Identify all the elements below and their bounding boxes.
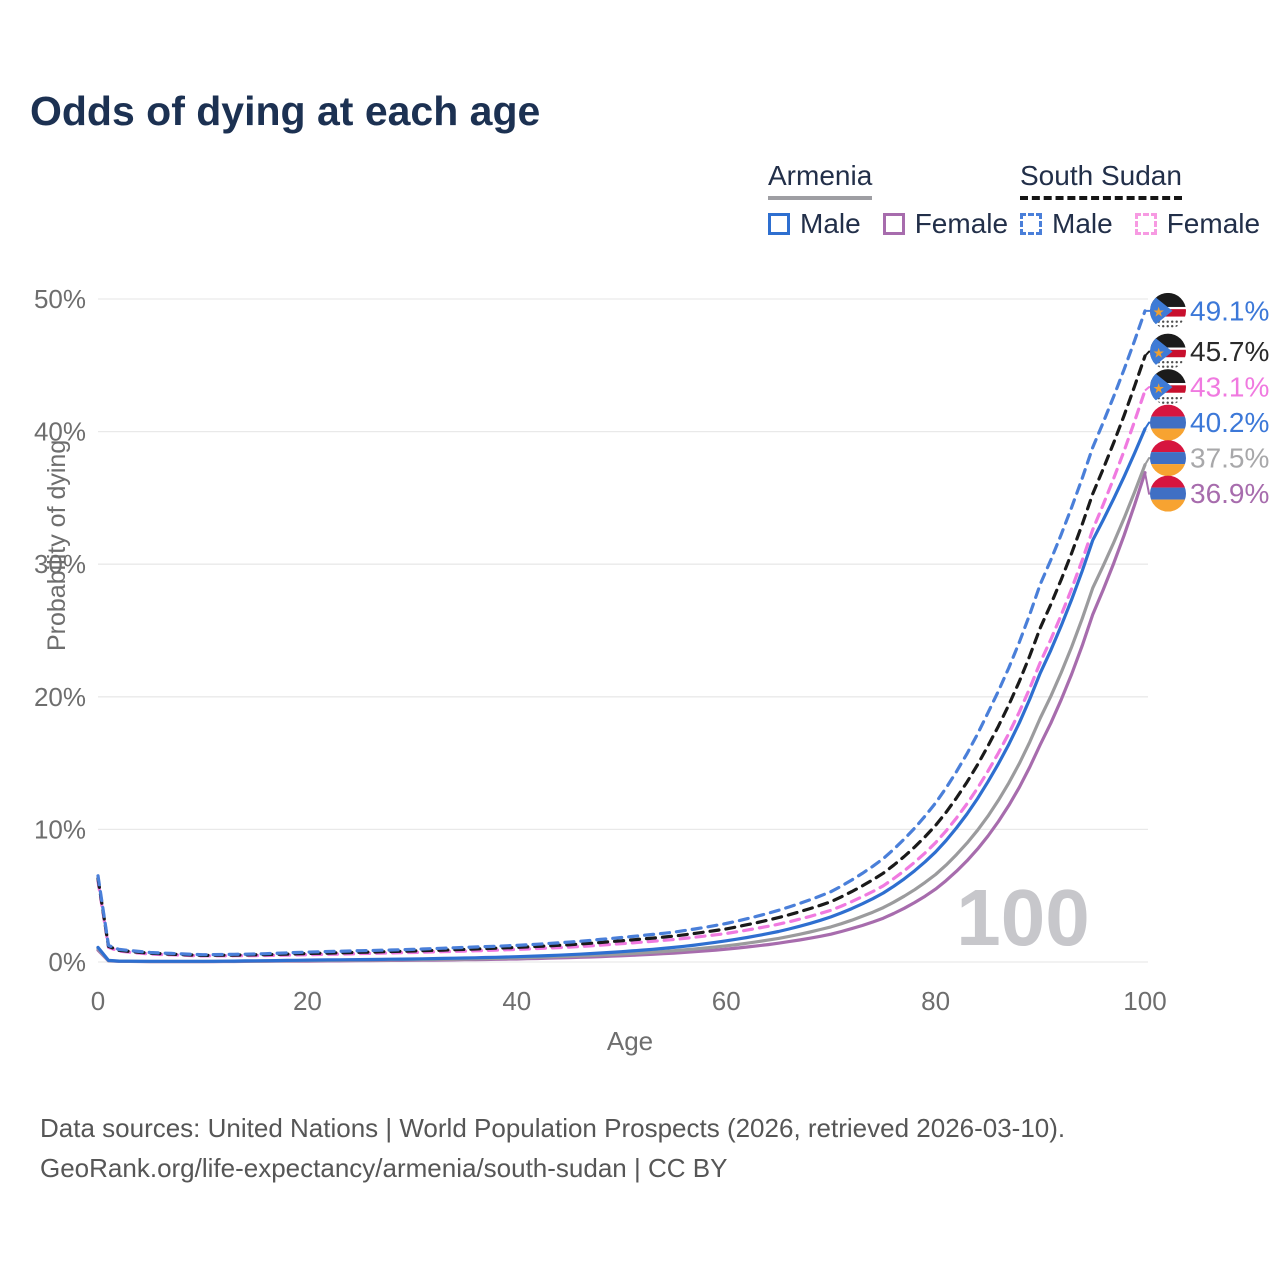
legend-label-armenia-female[interactable]: Female: [914, 208, 1009, 239]
armenia-flag-icon: [1150, 440, 1186, 477]
y-tick-label: 10%: [34, 814, 86, 844]
y-tick-label: 40%: [34, 417, 86, 447]
end-label-value-south-sudan-female[interactable]: 43.1%: [1190, 372, 1269, 403]
legend-label-armenia-male[interactable]: Male: [800, 208, 861, 239]
series-line-armenia-male[interactable]: [96, 427, 1147, 963]
legend-swatch-armenia-male-icon[interactable]: [768, 213, 790, 235]
x-tick-label: 20: [293, 986, 322, 1016]
legend-group-armenia: Armenia Male Female: [768, 160, 1020, 240]
x-tick-label: 0: [91, 986, 105, 1016]
x-axis-title: Age: [606, 1026, 654, 1056]
y-tick-label: 20%: [34, 682, 86, 712]
series-line-south-sudan-male[interactable]: [96, 309, 1147, 957]
legend-swatch-south-sudan-male-icon[interactable]: [1020, 213, 1042, 235]
age-counter-watermark: 100: [956, 873, 1090, 962]
south-sudan-flag-icon: ★: [1150, 292, 1186, 329]
series-lines: [96, 309, 1147, 964]
x-tick-label: 80: [921, 986, 950, 1016]
legend-group-south-sudan: South Sudan Male Female: [1020, 160, 1272, 240]
south-sudan-flag-icon: ★: [1150, 333, 1186, 370]
legend-label-south-sudan-male[interactable]: Male: [1052, 208, 1113, 239]
armenia-flag-icon: [1150, 475, 1186, 512]
svg-text:★: ★: [1153, 381, 1165, 396]
legend-swatch-south-sudan-female-icon[interactable]: [1134, 213, 1157, 235]
y-tick-label: 30%: [34, 549, 86, 579]
footer-attribution-line: GeoRank.org/life-expectancy/armenia/sout…: [40, 1153, 728, 1183]
x-tick-label: 40: [502, 986, 531, 1016]
svg-text:★: ★: [1153, 305, 1165, 320]
svg-text:★: ★: [1153, 345, 1165, 360]
page-title: Odds of dying at each age: [30, 88, 541, 134]
end-label-value-armenia-both[interactable]: 37.5%: [1190, 443, 1269, 474]
y-tick-label: 0%: [48, 947, 86, 977]
x-tick-label: 60: [712, 986, 741, 1016]
end-label-value-south-sudan-male[interactable]: 49.1%: [1190, 295, 1269, 326]
end-label-value-armenia-female[interactable]: 36.9%: [1190, 478, 1269, 509]
x-tick-label: 100: [1123, 986, 1166, 1016]
legend-country-armenia[interactable]: Armenia: [768, 160, 873, 200]
end-label-value-south-sudan-both[interactable]: 45.7%: [1190, 336, 1269, 367]
footer: Data sources: United Nations | World Pop…: [40, 1108, 1065, 1188]
gridlines: 0%10%20%30%40%50%0 20 40 60 80 100: [34, 284, 1167, 1016]
armenia-flag-icon: [1150, 404, 1186, 441]
end-labels: ★ 49.1% ★ 45.7% ★ 43.1% 40.2% 37.5% 36.9%: [1144, 292, 1269, 512]
legend-label-south-sudan-female[interactable]: Female: [1166, 208, 1261, 239]
end-label-value-armenia-male[interactable]: 40.2%: [1190, 407, 1269, 438]
legend-country-south-sudan[interactable]: South Sudan: [1020, 160, 1182, 200]
series-line-south-sudan-both[interactable]: [96, 354, 1147, 957]
south-sudan-flag-icon: ★: [1150, 369, 1186, 406]
legend-swatch-armenia-female-icon[interactable]: [882, 213, 905, 235]
y-axis-title: Probability of dying: [43, 439, 71, 651]
footer-sources-line: Data sources: United Nations | World Pop…: [40, 1113, 1066, 1143]
y-tick-label: 50%: [34, 284, 86, 314]
